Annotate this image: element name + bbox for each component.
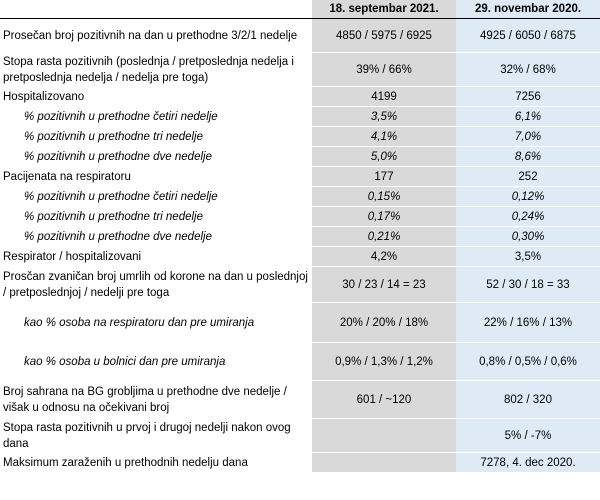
table-row: % pozitivnih u prethodne dve nedelje 5,0… <box>0 146 600 167</box>
value-september <box>312 418 456 453</box>
value-september: 0,17% <box>312 206 456 227</box>
value-september: 4199 <box>312 86 456 107</box>
value-september: 601 / ~120 <box>312 380 456 419</box>
table-row: % pozitivnih u prethodne četiri nedelje … <box>0 106 600 127</box>
value-november: 7256 <box>456 86 600 107</box>
row-label: Prosečan broj pozitivnih na dan u pretho… <box>0 18 312 53</box>
table-row: % pozitivnih u prethodne tri nedelje 4,1… <box>0 126 600 147</box>
table-row: Pacijenata na respiratoru 177 252 <box>0 166 600 187</box>
row-label: % pozitivnih u prethodne dve nedelje <box>0 146 312 167</box>
row-label: Pacijenata na respiratoru <box>0 166 312 187</box>
value-september: 4,2% <box>312 246 456 267</box>
value-november: 4925 / 6050 / 6875 <box>456 18 600 53</box>
value-september: 177 <box>312 166 456 187</box>
row-label: Stopa rasta pozitivnih (poslednja / pret… <box>0 52 312 87</box>
row-label: % pozitivnih u prethodne tri nedelje <box>0 206 312 227</box>
header-row: 18. septembar 2021. 29. novembar 2020. <box>0 0 600 19</box>
value-november: 5% / -7% <box>456 418 600 453</box>
value-september: 20% / 20% / 18% <box>312 302 456 343</box>
table-row: Broj sahrana na BG grobljima u prethodne… <box>0 380 600 419</box>
table-body: Prosečan broj pozitivnih na dan u pretho… <box>0 18 600 473</box>
value-september: 0,15% <box>312 186 456 207</box>
row-label: % pozitivnih u prethodne četiri nedelje <box>0 106 312 127</box>
row-label: kao % osoba na respiratoru dan pre umira… <box>0 302 312 343</box>
row-label: % pozitivnih u prethodne dve nedelje <box>0 226 312 247</box>
comparison-table: 18. septembar 2021. 29. novembar 2020. P… <box>0 0 600 473</box>
row-label: % pozitivnih u prethodne četiri nedelje <box>0 186 312 207</box>
table-row: % pozitivnih u prethodne četiri nedelje … <box>0 186 600 207</box>
value-november: 22% / 16% / 13% <box>456 302 600 343</box>
table-row: Hospitalizovano 4199 7256 <box>0 86 600 107</box>
row-label: Hospitalizovano <box>0 86 312 107</box>
row-label: Stopa rasta pozitivnih u prvoj i drugoj … <box>0 418 312 453</box>
value-november: 7,0% <box>456 126 600 147</box>
value-november: 252 <box>456 166 600 187</box>
table-row: Respirator / hospitalizovani 4,2% 3,5% <box>0 246 600 267</box>
header-september-2021: 18. septembar 2021. <box>312 0 456 19</box>
value-november: 3,5% <box>456 246 600 267</box>
value-november: 6,1% <box>456 106 600 127</box>
value-november: 32% / 68% <box>456 52 600 87</box>
value-november: 7278, 4. dec 2020. <box>456 452 600 473</box>
row-label: Maksimum zaraženih u prethodnih nedelju … <box>0 452 312 473</box>
table-row: Prosčan zvaničan broj umrlih od korone n… <box>0 266 600 303</box>
table-row: Stopa rasta pozitivnih u prvoj i drugoj … <box>0 418 600 453</box>
value-november: 8,6% <box>456 146 600 167</box>
row-label: Respirator / hospitalizovani <box>0 246 312 267</box>
table-row: % pozitivnih u prethodne tri nedelje 0,1… <box>0 206 600 227</box>
value-september <box>312 452 456 473</box>
header-corner <box>0 0 312 19</box>
table-row: Stopa rasta pozitivnih (poslednja / pret… <box>0 52 600 87</box>
header-november-2020: 29. novembar 2020. <box>456 0 600 19</box>
table-row: Maksimum zaraženih u prethodnih nedelju … <box>0 452 600 473</box>
value-november: 802 / 320 <box>456 380 600 419</box>
value-november: 0,30% <box>456 226 600 247</box>
row-label: Prosčan zvaničan broj umrlih od korone n… <box>0 266 312 303</box>
value-september: 4,1% <box>312 126 456 147</box>
row-label: Broj sahrana na BG grobljima u prethodne… <box>0 380 312 419</box>
value-september: 4850 / 5975 / 6925 <box>312 18 456 53</box>
value-november: 0,12% <box>456 186 600 207</box>
value-september: 30 / 23 / 14 = 23 <box>312 266 456 303</box>
value-september: 0,9% / 1,3% / 1,2% <box>312 342 456 381</box>
value-september: 0,21% <box>312 226 456 247</box>
value-november: 0,24% <box>456 206 600 227</box>
row-label: kao % osoba u bolnici dan pre umiranja <box>0 342 312 381</box>
value-november: 0,8% / 0,5% / 0,6% <box>456 342 600 381</box>
value-september: 39% / 66% <box>312 52 456 87</box>
table-row: kao % osoba na respiratoru dan pre umira… <box>0 302 600 343</box>
value-september: 5,0% <box>312 146 456 167</box>
value-september: 3,5% <box>312 106 456 127</box>
table-row: Prosečan broj pozitivnih na dan u pretho… <box>0 18 600 53</box>
table-row: kao % osoba u bolnici dan pre umiranja 0… <box>0 342 600 381</box>
value-november: 52 / 30 / 18 = 33 <box>456 266 600 303</box>
table-row: % pozitivnih u prethodne dve nedelje 0,2… <box>0 226 600 247</box>
row-label: % pozitivnih u prethodne tri nedelje <box>0 126 312 147</box>
